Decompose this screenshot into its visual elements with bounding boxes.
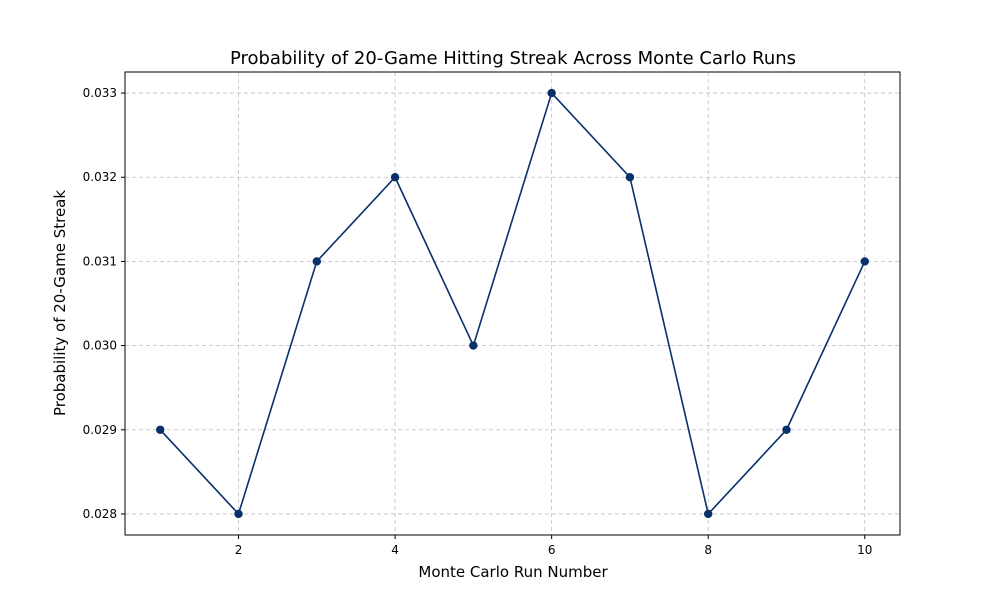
data-point (312, 257, 321, 266)
plot-area-frame (124, 71, 901, 536)
data-point (625, 173, 635, 182)
y-tick-label: 0.029 (83, 423, 117, 437)
data-point (782, 425, 791, 434)
y-tick-label: 0.031 (83, 254, 117, 268)
grid-lines (125, 72, 900, 535)
data-point (234, 509, 243, 519)
x-axis-label: Monte Carlo Run Number (418, 563, 608, 581)
x-tick-label: 8 (704, 543, 712, 557)
data-point (390, 173, 400, 182)
y-axis-label: Probability of 20-Game Streak (51, 190, 69, 416)
axis-ticks: 2 4 6 8 10 0.028 0.029 0.030 0.031 0.032 0.033 (83, 86, 873, 557)
data-point (704, 509, 713, 519)
y-tick-label: 0.030 (83, 339, 117, 353)
y-tick-label: 0.028 (83, 507, 117, 521)
data-series (156, 88, 869, 519)
series-line (159, 91, 866, 516)
chart-title: Probability of 20-Game Hitting Streak Ac… (230, 48, 796, 69)
data-point (156, 425, 165, 434)
y-tick-label: 0.033 (83, 86, 117, 100)
x-tick-label: 6 (548, 543, 556, 557)
x-tick-label: 4 (391, 543, 399, 557)
y-tick-label: 0.032 (83, 170, 117, 184)
data-point (469, 341, 478, 350)
x-tick-label: 10 (857, 543, 872, 557)
data-point (860, 257, 869, 266)
x-tick-label: 2 (235, 543, 243, 557)
data-point (547, 88, 556, 98)
